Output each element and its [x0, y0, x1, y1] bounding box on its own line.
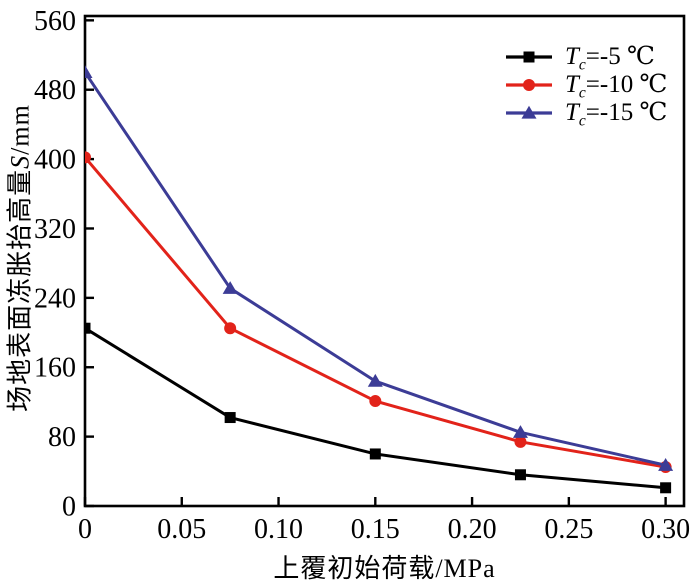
legend-marker: [523, 51, 535, 63]
legend-label: Tc=-15 ℃: [565, 99, 668, 130]
axes-frame: [83, 14, 686, 508]
legend-marker: [523, 79, 535, 91]
data-point-marker: [514, 435, 527, 448]
y-tick-label: 0: [62, 492, 76, 523]
x-tick-label: 0.20: [448, 514, 497, 545]
y-tick-label: 320: [34, 214, 76, 245]
x-tick-label: 0.05: [157, 514, 206, 545]
y-axis-title-text: 场地表面冻胀抬高量: [5, 168, 35, 412]
y-tick-label: 240: [34, 283, 76, 314]
legend-circle-marker-icon: [506, 77, 552, 93]
y-tick-label: 80: [48, 422, 76, 453]
legend-triangle-marker-icon: [506, 105, 552, 121]
data-point-marker: [224, 412, 236, 424]
y-tick-label: 400: [34, 145, 76, 176]
series-1: [85, 322, 672, 494]
legend-item-1: Tc=-5 ℃: [506, 43, 667, 74]
y-axis-unit: /mm: [5, 104, 35, 155]
data-point-marker: [224, 322, 237, 335]
data-point-marker: [512, 425, 528, 438]
data-point-marker: [367, 373, 383, 387]
data-point-marker: [369, 395, 382, 408]
legend: Tc=-5 ℃ Tc=-10 ℃ Tc=-15 ℃: [506, 43, 668, 130]
data-point-marker: [660, 482, 672, 494]
x-axis-title: 上覆初始荷载/MPa: [273, 554, 496, 581]
legend-label: Tc=-5 ℃: [565, 43, 655, 74]
data-point-marker: [658, 458, 674, 471]
data-point-marker: [369, 448, 381, 460]
x-tick-label: 0.10: [254, 514, 303, 545]
x-tick-label: 0: [78, 514, 92, 545]
legend-item-2: Tc=-10 ℃: [506, 71, 668, 102]
x-tick-label: 0.15: [351, 514, 400, 545]
legend-square-marker-icon: [506, 49, 552, 65]
series-3: [85, 65, 674, 471]
y-tick-label: 160: [34, 353, 76, 384]
y-tick-label: 560: [34, 6, 76, 37]
series-2: [85, 151, 672, 473]
series-line: [85, 326, 666, 490]
legend-marker: [521, 105, 537, 119]
y-tick-label: 480: [34, 75, 76, 106]
y-axis-title: 场地表面冻胀抬高量S/mm: [0, 104, 37, 412]
y-axis-variable: S: [5, 154, 35, 169]
data-point-marker: [514, 469, 526, 481]
data-point-marker: [85, 65, 93, 78]
legend-label: Tc=-10 ℃: [565, 71, 668, 102]
x-tick-label: 0.25: [544, 514, 593, 545]
x-tick-label: 0.30: [641, 514, 690, 545]
data-point-marker: [85, 151, 91, 164]
legend-item-3: Tc=-15 ℃: [506, 99, 668, 130]
data-point-marker: [85, 322, 91, 334]
data-point-marker: [222, 281, 238, 294]
